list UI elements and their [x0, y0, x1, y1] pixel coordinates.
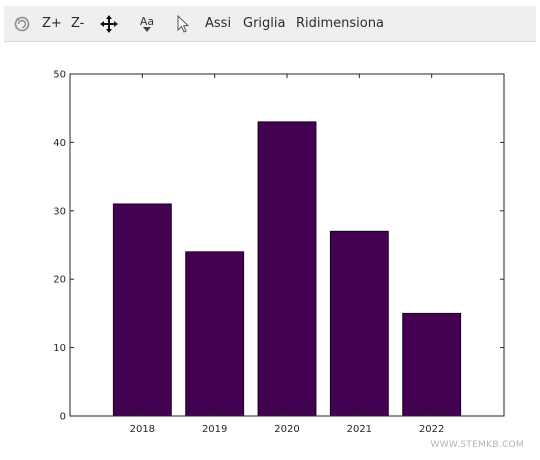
x-tick-label: 2021 [347, 424, 372, 435]
pointer-icon[interactable] [174, 11, 192, 37]
y-tick-label: 40 [53, 138, 66, 149]
bar-2019 [185, 251, 245, 417]
bar-2022 [402, 312, 462, 417]
y-tick-label: 10 [53, 343, 66, 354]
resize-menu-button[interactable]: Ridimensiona [296, 16, 384, 31]
font-size-label: Aa [139, 14, 155, 28]
y-tick-label: 20 [53, 275, 66, 286]
figure-toolbar: Z+ Z- Aa Assi Griglia Ridimensiona [4, 6, 536, 42]
x-tick-label: 2022 [419, 424, 444, 435]
y-tick-label: 50 [53, 70, 66, 81]
bar-2020 [257, 121, 317, 417]
y-tick-label: 30 [53, 206, 66, 217]
axes-menu-button[interactable]: Assi [205, 16, 232, 31]
bar-2018 [112, 203, 172, 417]
grid-menu-button[interactable]: Griglia [243, 16, 286, 31]
rotate-icon[interactable] [10, 11, 34, 37]
zoom-out-button[interactable]: Z- [71, 16, 85, 31]
x-tick-label: 2020 [274, 424, 299, 435]
y-tick-label: 0 [60, 412, 66, 423]
pan-icon[interactable] [98, 11, 120, 37]
x-tick-label: 2019 [202, 424, 227, 435]
bar-2021 [329, 230, 389, 417]
zoom-in-button[interactable]: Z+ [42, 16, 62, 31]
x-tick-label: 2018 [130, 424, 155, 435]
chevron-down-icon [143, 26, 151, 32]
font-size-icon[interactable]: Aa [134, 11, 160, 37]
watermark: WWW.STEMKB.COM [430, 440, 524, 450]
